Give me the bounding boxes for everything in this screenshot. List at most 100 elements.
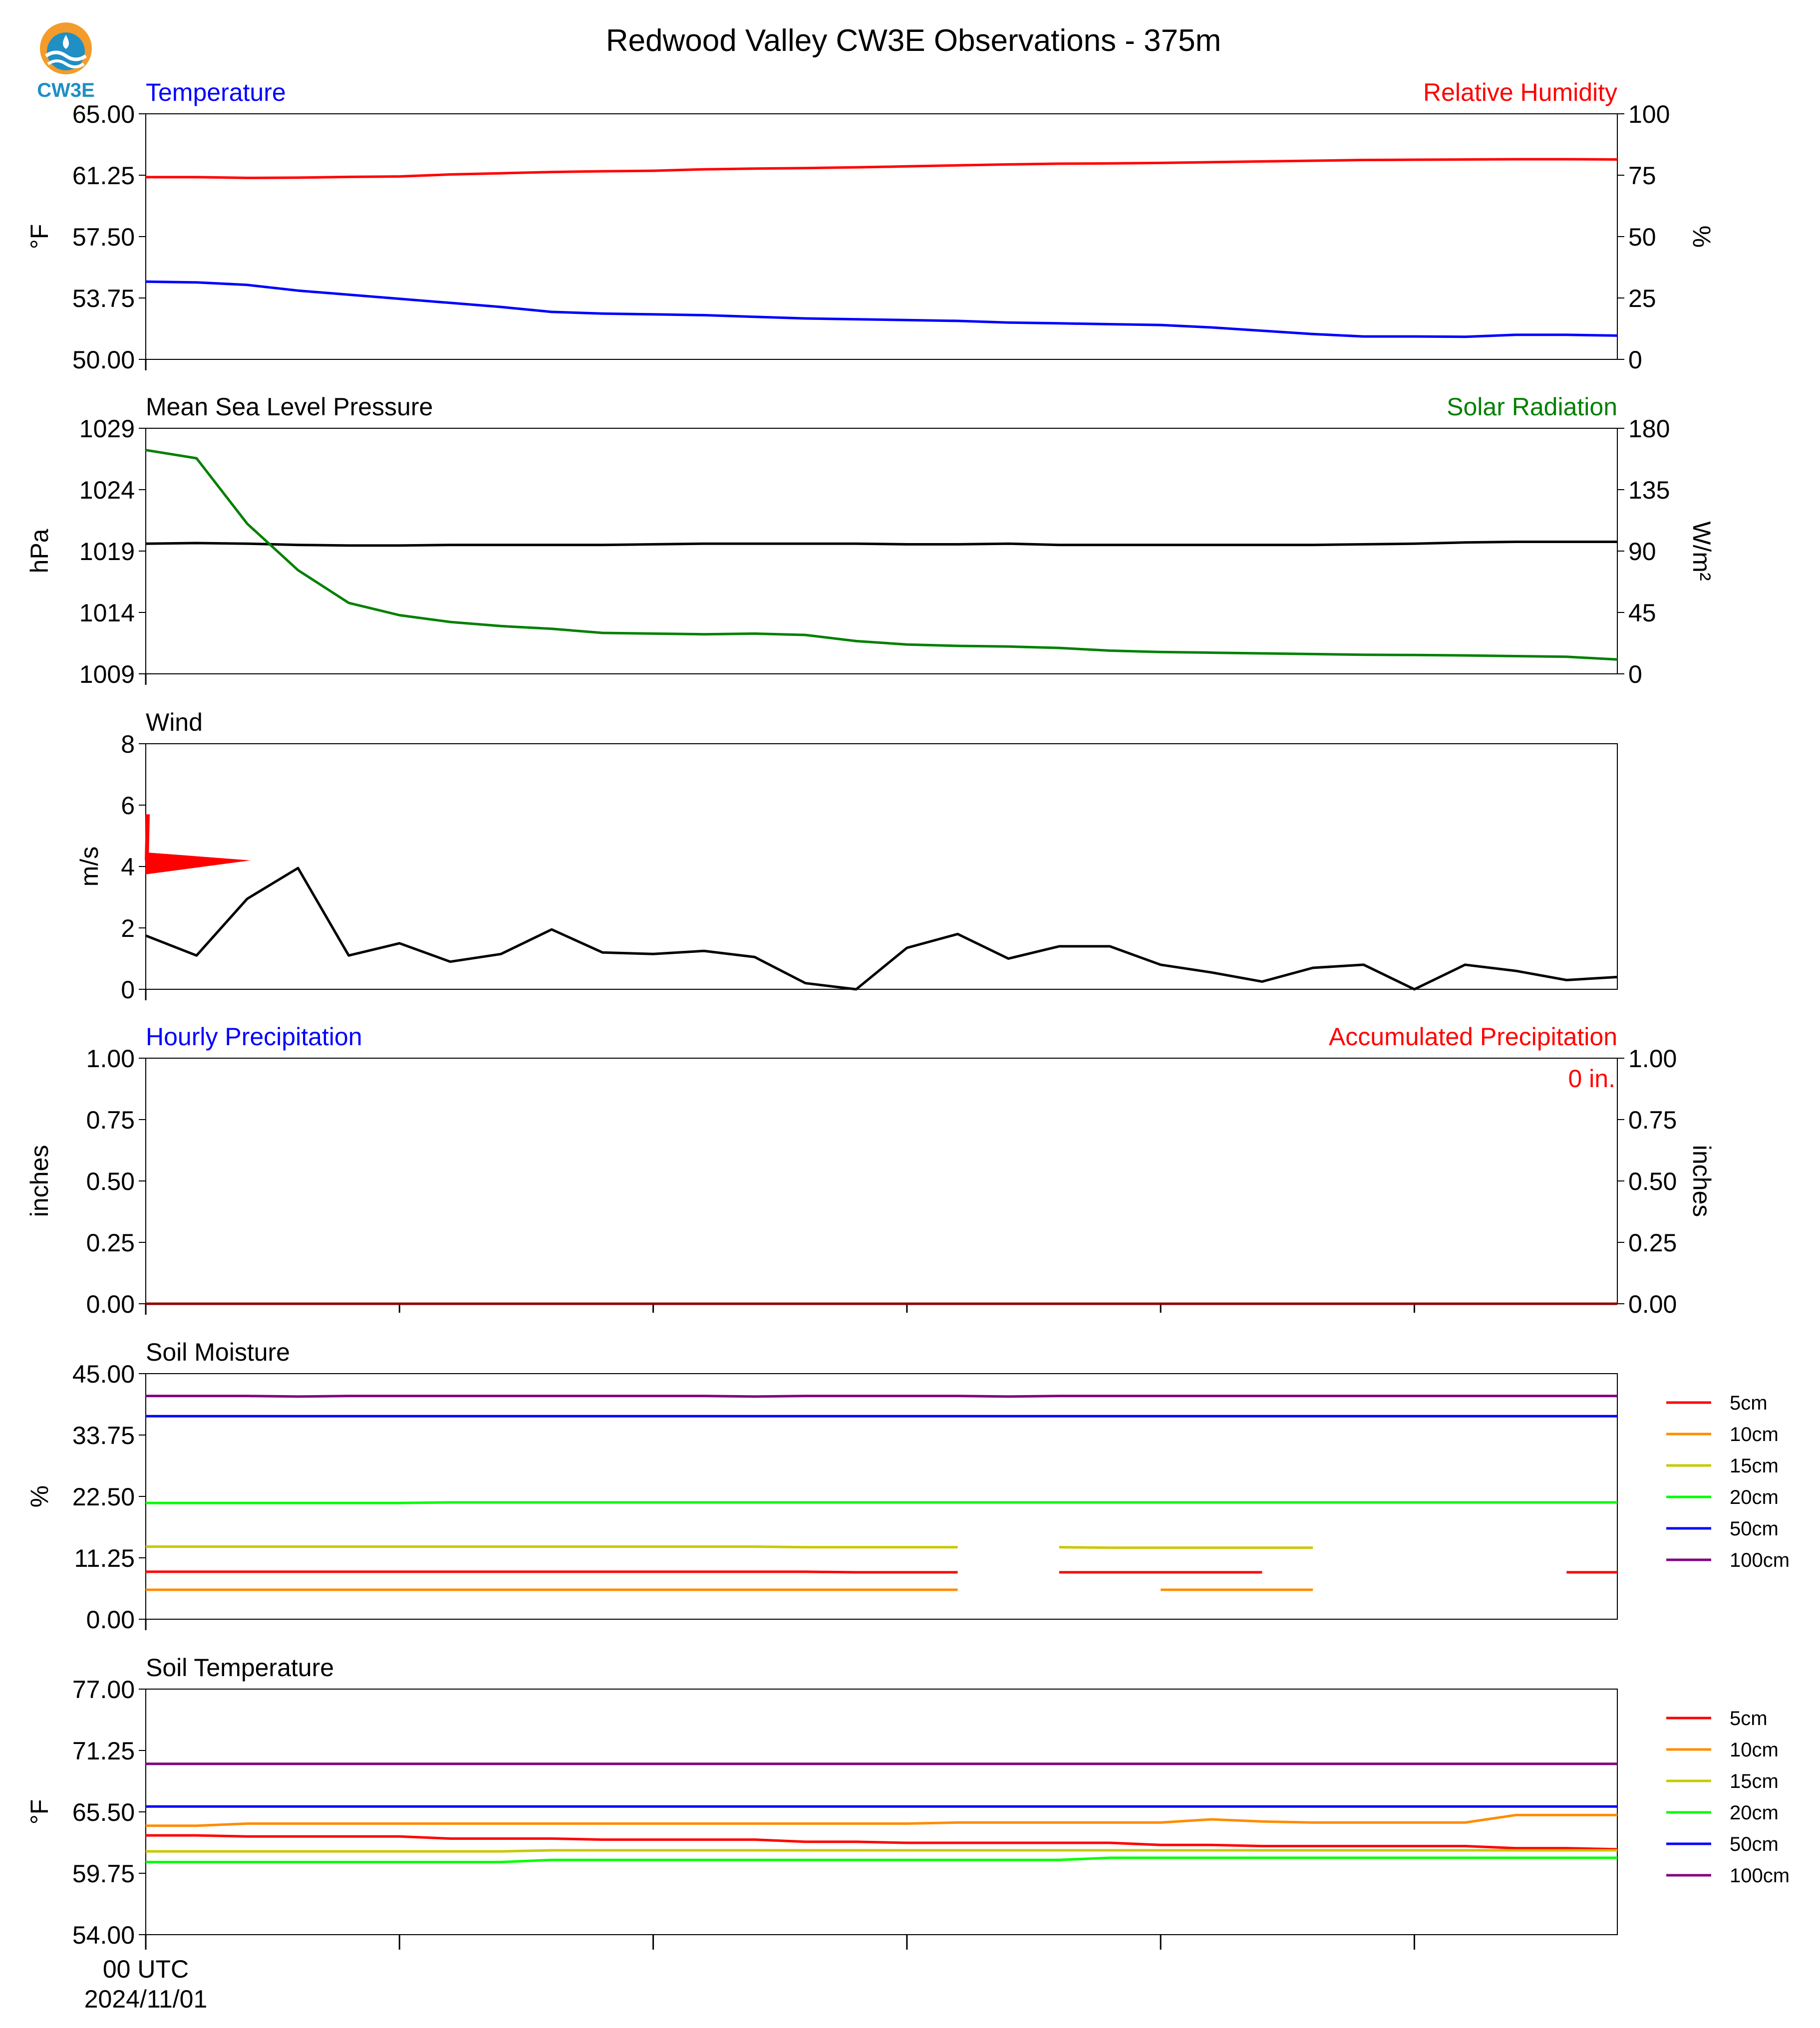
y-tick-label-right: 100 [1628,100,1670,128]
logo-wave-1 [44,50,87,61]
y-tick-label-left: 0.25 [86,1229,135,1257]
legend-label: 100cm [1730,1865,1790,1887]
legend-label: 15cm [1730,1770,1779,1792]
series-line-wind [145,867,1618,991]
panel-title-left: Wind [146,708,203,736]
panel-temp_rh: Temperature Relative Humidity 50.00 53.75 57… [25,78,1716,374]
logo-wave-2 [47,59,85,68]
y-tick-label-left: 53.75 [72,285,135,312]
series-line-20cm [146,1856,1617,1863]
series-line-relative-humidity [146,158,1618,179]
y-tick-label-left: 0.00 [86,1290,135,1318]
panel-wind: Wind 0 2 4 6 8 m/s [75,708,1618,1004]
logo-text: CW3E [37,79,95,101]
panel-title-left: Hourly Precipitation [146,1023,362,1051]
y-tick-label-right: 0 [1628,660,1642,688]
panel-title-left: Soil Temperature [146,1654,334,1682]
series-line-5cm [146,1834,1618,1851]
y-tick-label-left: 71.25 [72,1737,135,1765]
logo-drop-icon [63,35,69,49]
legend-label: 50cm [1730,1518,1779,1540]
panel-soil_temperature: Soil Temperature 54.00 59.75 65.50 71.25 77.0… [25,1654,1790,1949]
y-tick-label-left: 0.00 [86,1606,135,1634]
y-tick-label-left: 1019 [79,538,135,566]
y-tick-label-left: 50.00 [72,346,135,374]
legend-label: 20cm [1730,1486,1779,1508]
y-tick-label-left: 0.75 [86,1106,135,1134]
y-tick-label-left: 22.50 [72,1483,135,1511]
y-axis-label-left: m/s [75,847,103,887]
legend-label: 10cm [1730,1739,1779,1761]
series-line-100cm [146,1395,1617,1398]
legend-label: 5cm [1730,1708,1768,1730]
series-line-20cm [146,1501,1617,1504]
x-tick-label-start: 00 UTC 2024/11/01 [84,1955,208,2013]
y-axis-label-left: inches [25,1145,53,1217]
y-tick-label-left: 1.00 [86,1045,135,1073]
y-tick-label-left: 54.00 [72,1921,135,1949]
panel-title-left: Mean Sea Level Pressure [146,393,433,421]
series-line-mean-sea-level-pressure [145,541,1617,547]
y-tick-label-right: 135 [1628,476,1670,504]
y-tick-label-left: 65.50 [72,1798,135,1826]
y-tick-label-left: 2 [121,914,135,942]
y-tick-label-left: 45.00 [72,1360,135,1388]
y-tick-label-left: 57.50 [72,223,135,251]
series-line-15cm [1059,1546,1313,1549]
y-tick-label-left: 0 [121,976,135,1004]
y-tick-label-right: 75 [1628,162,1656,190]
y-tick-label-left: 65.00 [72,100,135,128]
series-line-10cm [146,1813,1617,1827]
y-axis-label-right: inches [1688,1145,1716,1217]
y-tick-label-right: 50 [1628,223,1656,251]
y-tick-label-left: 0.50 [86,1167,135,1195]
series-line-temperature [145,280,1618,338]
legend-label: 100cm [1730,1549,1790,1571]
legend-label: 15cm [1730,1455,1779,1477]
y-tick-label-left: 1029 [79,415,135,443]
y-tick-label-left: 11.25 [74,1544,135,1572]
y-tick-label-left: 1009 [79,660,135,688]
panel-title-left: Temperature [146,78,286,106]
y-axis-label-left: % [25,1485,53,1507]
chart-panels: Temperature Relative Humidity 50.00 53.75 57… [25,78,1790,2013]
cw3e-logo: CW3E [37,22,95,101]
y-tick-label-right: 1.00 [1628,1045,1677,1073]
y-tick-label-right: 0 [1628,346,1642,374]
panel-title-right: Solar Radiation [1447,393,1617,421]
accumulated-precip-annotation: 0 in. [1568,1065,1615,1093]
panel-precip: Hourly Precipitation Accumulated Precipit… [25,1023,1716,1318]
y-axis-label-left: hPa [25,529,53,573]
y-tick-label-right: 0.25 [1628,1229,1677,1257]
y-tick-label-right: 0.50 [1628,1167,1677,1195]
y-tick-label-right: 0.00 [1628,1290,1677,1318]
y-tick-label-left: 4 [121,853,135,881]
y-tick-label-right: 0.75 [1628,1106,1677,1134]
panel-title-right: Accumulated Precipitation [1329,1023,1617,1051]
y-axis-label-left: °F [25,224,53,250]
panel-mslp_solar: Mean Sea Level Pressure Solar Radiation 10… [25,393,1716,688]
legend-label: 50cm [1730,1833,1779,1855]
panel-soil_moisture: Soil Moisture 0.00 11.25 22.50 33.75 45.00% 5c… [25,1338,1790,1634]
y-tick-label-left: 61.25 [72,162,135,190]
panel-title-left: Soil Moisture [146,1338,290,1366]
y-axis-label-right: % [1688,226,1716,248]
y-tick-label-right: 180 [1628,415,1670,443]
y-tick-label-right: 45 [1628,599,1656,627]
legend-label: 20cm [1730,1802,1779,1824]
y-axis-label-left: °F [25,1799,53,1825]
y-axis-label-right: W/m² [1688,521,1716,580]
y-tick-label-left: 1024 [79,476,135,504]
panel-title-right: Relative Humidity [1423,78,1617,106]
series-line-solar-radiation [145,449,1618,661]
legend-label: 10cm [1730,1424,1779,1446]
y-tick-label-right: 25 [1628,285,1656,312]
wind-barb-flag [146,852,251,874]
y-tick-label-right: 90 [1628,538,1656,566]
wind-barb-staff [145,814,150,861]
figure-title: Redwood Valley CW3E Observations - 375m [606,23,1221,58]
x-axis-bottom: 00 UTC 2024/11/01 [84,1935,1415,2013]
x-tick-label-line: 2024/11/01 [84,1985,208,2013]
y-tick-label-left: 1014 [79,599,135,627]
